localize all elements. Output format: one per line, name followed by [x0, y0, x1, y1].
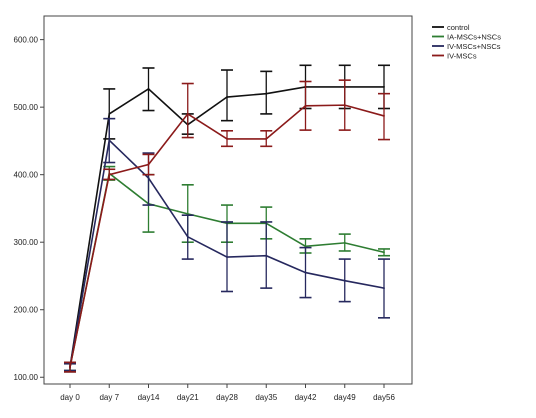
x-tick-label: day35 [255, 393, 277, 402]
data-point [226, 137, 228, 140]
data-point [383, 115, 385, 117]
series-group [64, 117, 390, 372]
x-tick-label: day28 [216, 393, 238, 402]
y-tick-label: 300.00 [14, 238, 39, 247]
x-tick-label: day42 [295, 393, 317, 402]
y-tick-label: 500.00 [14, 103, 39, 112]
x-tick-label: day14 [138, 393, 160, 402]
y-tick-label: 200.00 [14, 306, 39, 315]
data-point [265, 254, 268, 257]
data-point [186, 235, 189, 238]
data-point [226, 96, 228, 98]
legend-label: IA-MSCs+NSCs [447, 33, 501, 42]
data-point [343, 241, 346, 244]
y-tick-label: 100.00 [14, 373, 39, 382]
data-point [226, 256, 228, 258]
data-point [383, 85, 385, 88]
data-point [108, 113, 111, 115]
data-point [304, 271, 307, 274]
data-point [147, 88, 150, 90]
legend-label: IV-MSCs [447, 52, 477, 61]
data-point [147, 177, 150, 179]
y-tick-label: 400.00 [14, 171, 39, 180]
data-point [383, 287, 385, 290]
data-point [265, 137, 268, 140]
data-point [108, 139, 111, 142]
data-point [186, 212, 189, 215]
data-point [69, 366, 71, 369]
legend-label: IV-MSCs+NSCs [447, 42, 501, 51]
x-tick-label: day21 [177, 393, 199, 402]
data-point [147, 163, 150, 166]
x-tick-label: day 0 [60, 393, 80, 402]
legend-label: control [447, 23, 470, 32]
data-point [304, 245, 307, 248]
data-point [186, 113, 189, 115]
plot-frame [43, 15, 413, 385]
data-point [304, 104, 307, 107]
data-point [343, 104, 346, 107]
series-group [64, 79, 390, 373]
y-tick-label: 600.00 [14, 36, 39, 45]
data-point [383, 251, 385, 254]
x-tick-label: day49 [334, 393, 356, 402]
x-tick-label: day56 [373, 393, 395, 402]
x-tick-label: day 7 [99, 393, 119, 402]
data-point [343, 279, 346, 282]
data-point [265, 92, 268, 95]
data-point [108, 173, 111, 176]
